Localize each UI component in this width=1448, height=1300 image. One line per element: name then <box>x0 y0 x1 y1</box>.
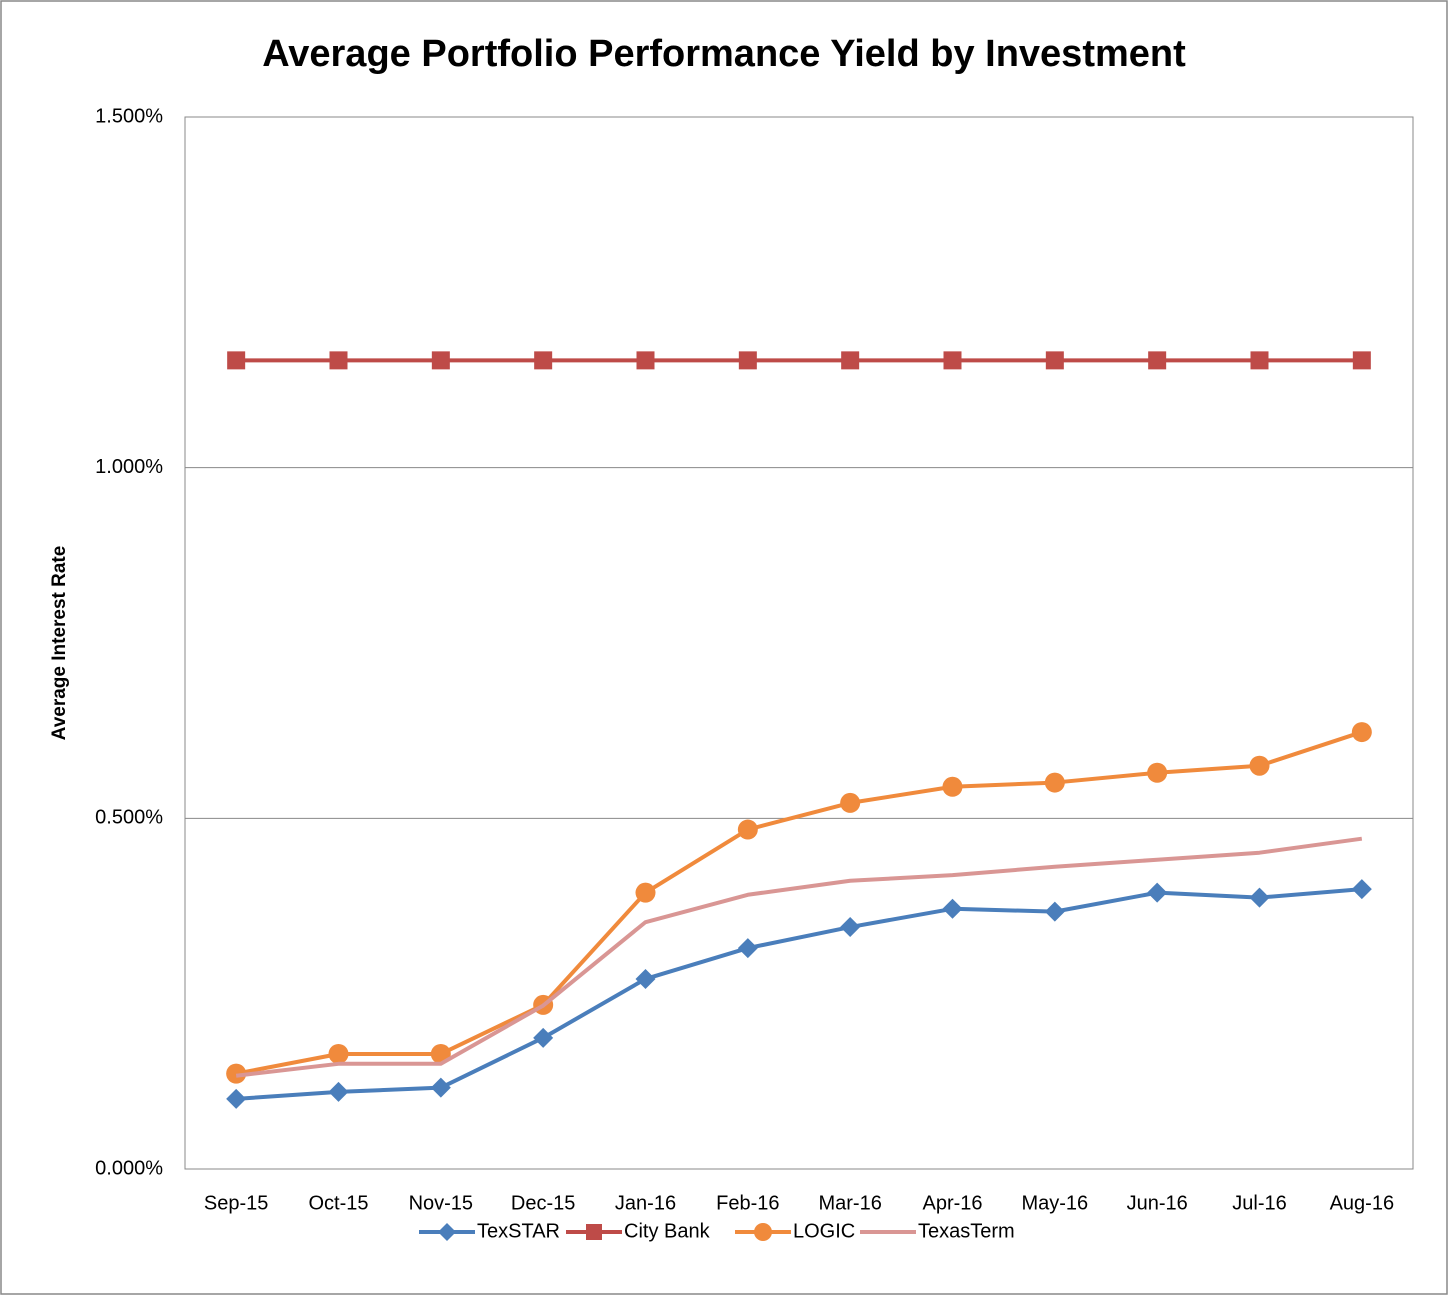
series-line <box>235 836 1363 1078</box>
marker <box>1351 722 1372 743</box>
marker <box>942 776 963 797</box>
marker <box>737 938 758 959</box>
marker <box>533 1027 554 1048</box>
marker <box>840 917 861 938</box>
x-tick-label: Dec-15 <box>511 1192 575 1214</box>
marker <box>430 1077 451 1098</box>
marker <box>1147 882 1168 903</box>
marker <box>227 351 246 370</box>
marker <box>1045 351 1064 370</box>
x-tick-label: Jan-16 <box>615 1192 676 1214</box>
x-tick-label: Sep-15 <box>204 1192 269 1214</box>
marker <box>1351 879 1372 900</box>
marker <box>1249 887 1270 908</box>
marker <box>737 819 758 840</box>
y-axis-label: Average Interest Rate <box>49 546 70 741</box>
x-tick-label: Nov-15 <box>409 1192 473 1214</box>
marker <box>1249 755 1270 776</box>
marker <box>329 351 348 370</box>
marker <box>635 882 656 903</box>
x-tick-label: Jun-16 <box>1127 1192 1188 1214</box>
marker <box>328 1081 349 1102</box>
marker <box>431 351 450 370</box>
marker <box>1352 351 1371 370</box>
y-tick-label: 1.500% <box>95 105 163 127</box>
marker <box>943 351 962 370</box>
marker <box>226 1088 247 1109</box>
marker <box>1250 351 1269 370</box>
chart-title: Average Portfolio Performance Yield by I… <box>262 33 1186 75</box>
series-line <box>235 730 1363 1076</box>
legend-label: TexSTAR <box>477 1220 560 1242</box>
x-tick-label: Mar-16 <box>818 1192 881 1214</box>
marker <box>1044 772 1065 793</box>
marker <box>328 1043 349 1064</box>
marker <box>840 792 861 813</box>
marker <box>738 351 757 370</box>
y-tick-label: 0.000% <box>95 1157 163 1179</box>
series-line <box>236 887 1362 1101</box>
marker <box>636 351 655 370</box>
x-tick-label: Aug-16 <box>1330 1192 1395 1214</box>
marker <box>1044 901 1065 922</box>
y-tick-label: 0.500% <box>95 807 163 829</box>
x-tick-label: May-16 <box>1021 1192 1088 1214</box>
legend-label: City Bank <box>624 1220 711 1242</box>
marker <box>635 968 656 989</box>
x-tick-label: Apr-16 <box>922 1192 982 1214</box>
legend-label: LOGIC <box>793 1220 855 1242</box>
legend-marker <box>438 1223 456 1241</box>
marker <box>1148 351 1167 370</box>
legend-marker <box>754 1223 772 1241</box>
marker <box>1147 762 1168 783</box>
marker <box>841 351 860 370</box>
y-tick-label: 1.000% <box>95 456 163 478</box>
x-tick-label: Feb-16 <box>716 1192 779 1214</box>
x-tick-label: Oct-15 <box>308 1192 368 1214</box>
legend-label: TexasTerm <box>918 1220 1015 1242</box>
legend-marker <box>586 1224 602 1240</box>
x-tick-label: Jul-16 <box>1232 1192 1286 1214</box>
marker <box>226 1063 247 1084</box>
marker <box>942 898 963 919</box>
marker <box>534 351 553 370</box>
